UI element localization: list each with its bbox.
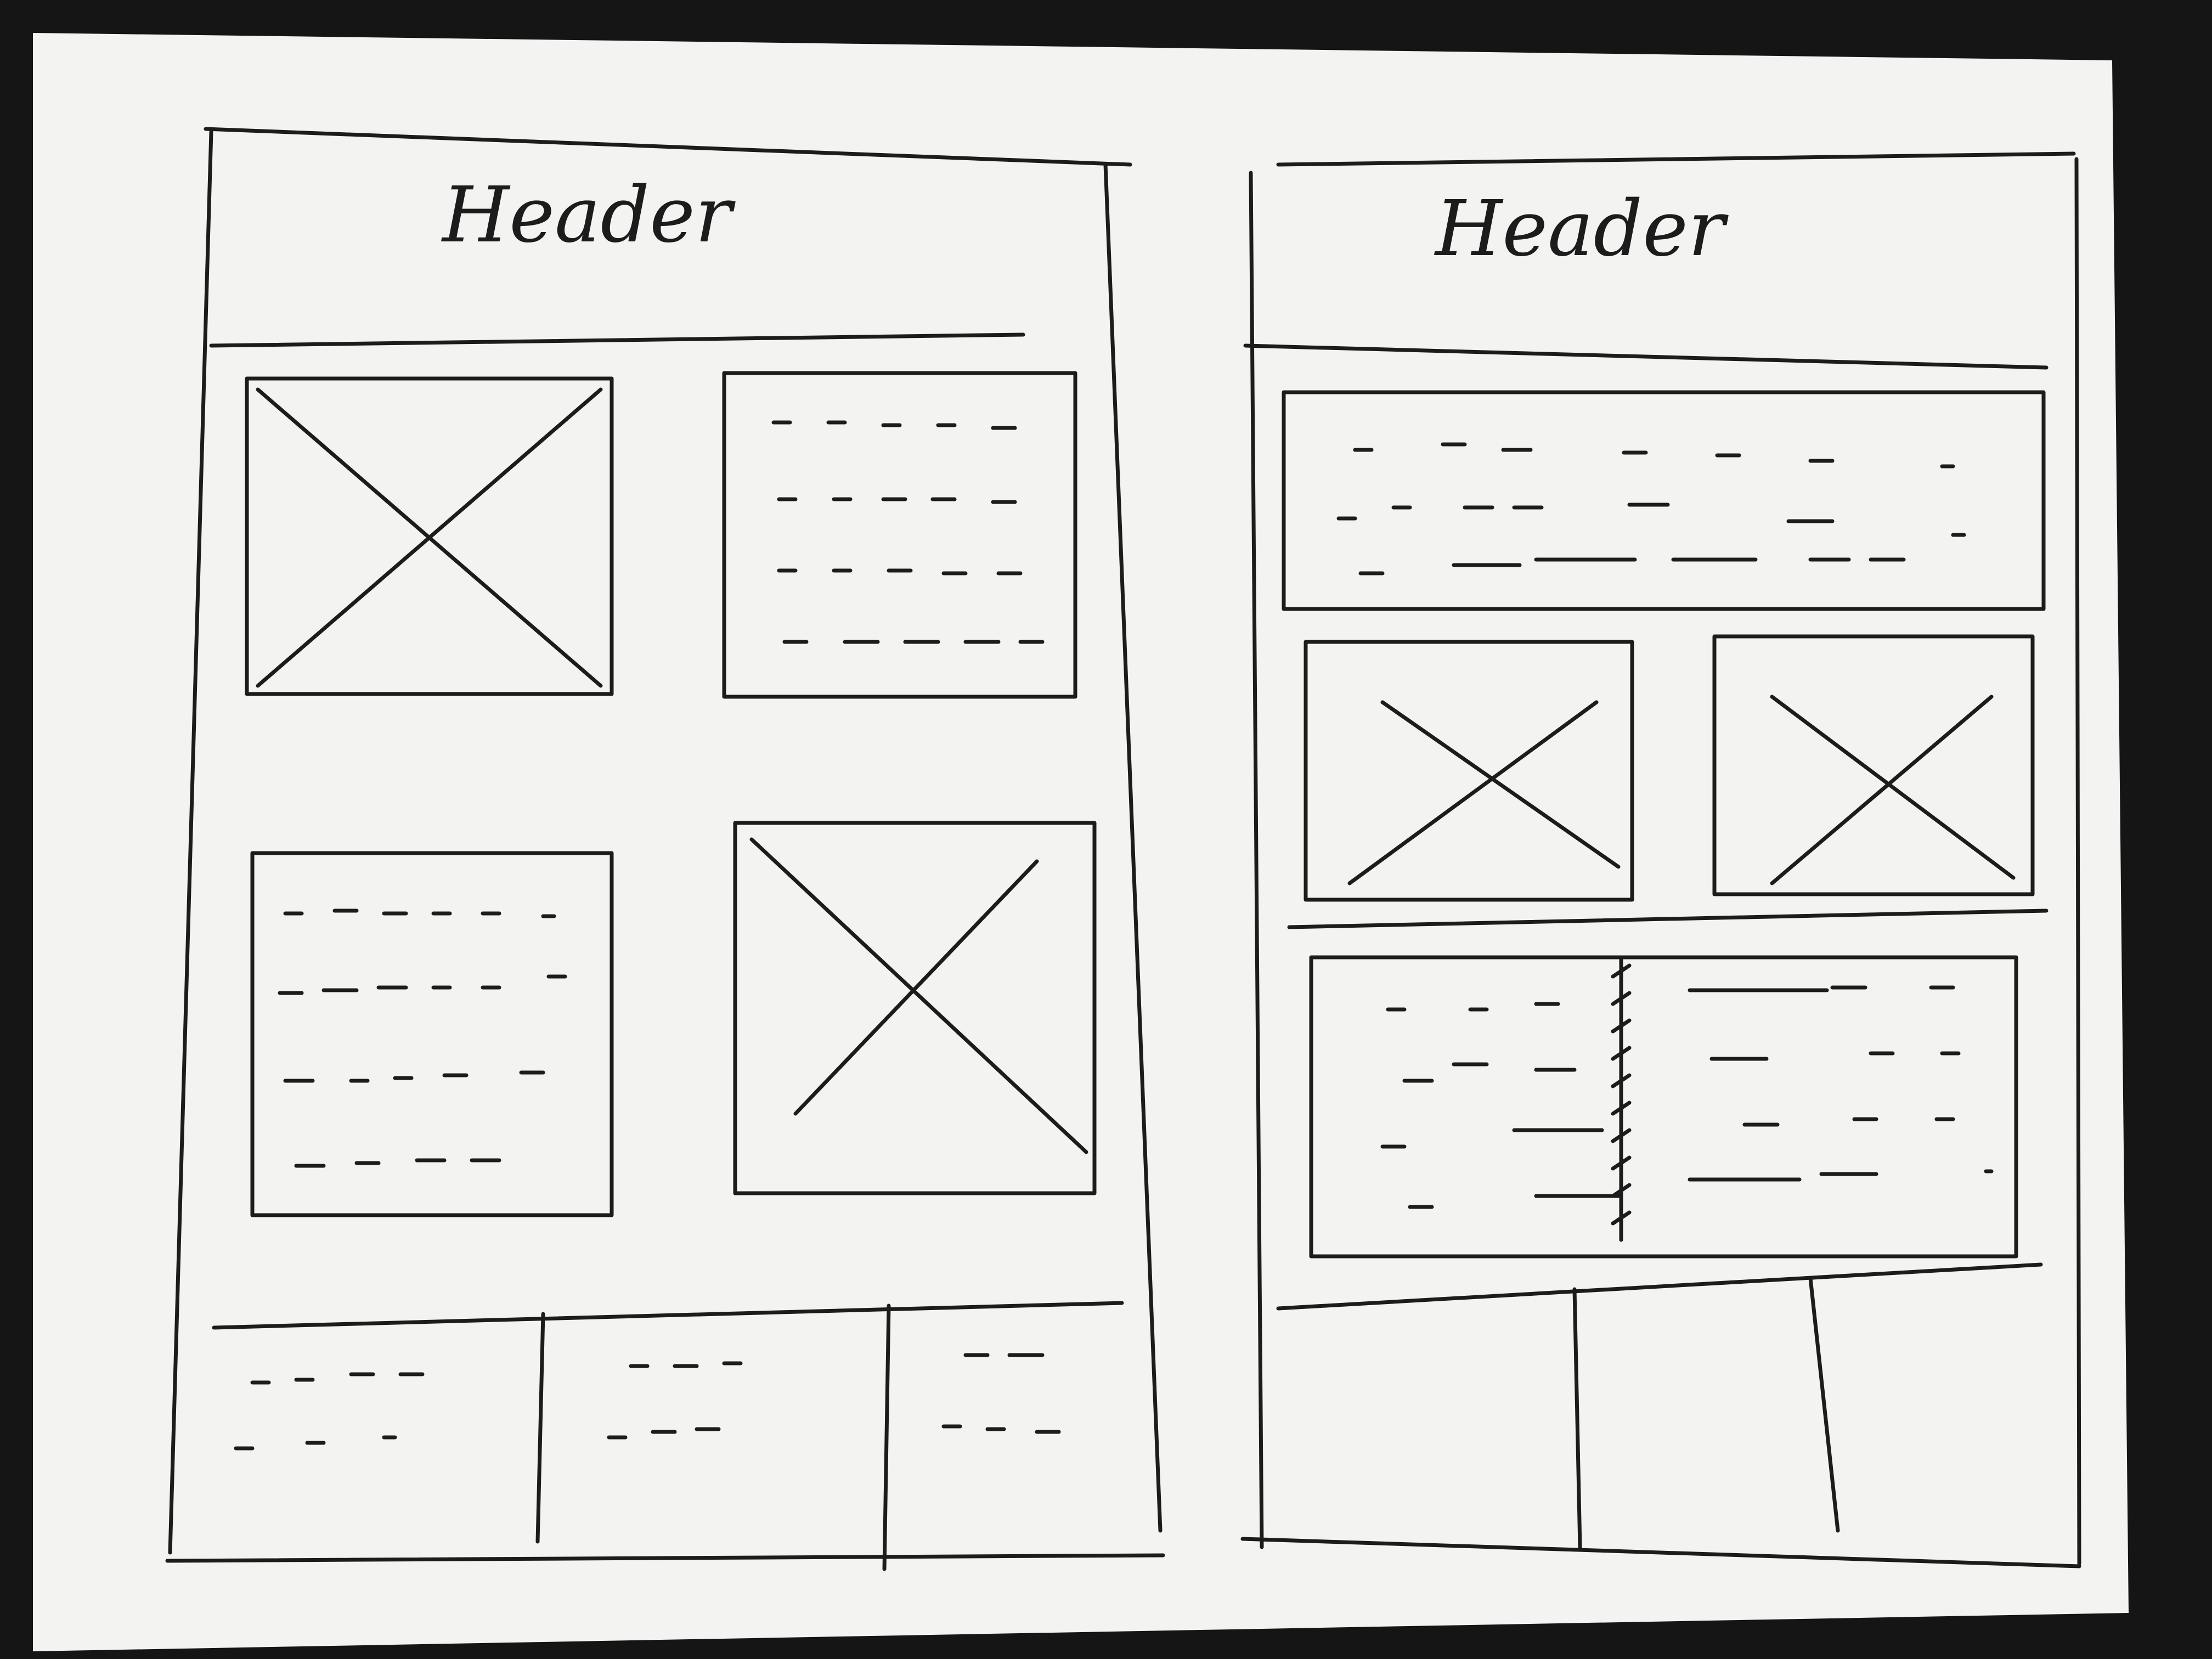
left-header-divider [209, 332, 1025, 348]
right-footer-column-divider-2 [1808, 1276, 1840, 1533]
right-image-placeholder-2 [1712, 634, 2035, 896]
left-text-block-2 [250, 851, 614, 1217]
right-frame-outline [1240, 151, 2081, 1568]
left-text-block-1 [722, 371, 1077, 699]
left-image-placeholder-1 [245, 376, 614, 696]
right-header-divider [1243, 343, 2049, 370]
left-image-placeholder-2 [733, 821, 1097, 1195]
right-footer-column-divider-1 [1572, 1287, 1582, 1549]
left-footer-column-divider-1 [535, 1312, 545, 1544]
right-two-column-text-block [1309, 955, 2018, 1259]
left-header-label: Header [441, 171, 736, 260]
left-footer-column-divider-2 [882, 1304, 891, 1571]
right-wireframe: Header [1240, 151, 2081, 1568]
right-wide-text-block [1282, 390, 2046, 611]
left-footer-text-lines [234, 1353, 1061, 1451]
left-wireframe: Header [165, 127, 1165, 1571]
right-footer-divider [1276, 1262, 2043, 1311]
left-footer-divider [212, 1301, 1124, 1330]
right-header-label: Header [1434, 184, 1729, 274]
hatched-column-divider [1611, 955, 1632, 1242]
paper-sheet [33, 33, 2129, 1651]
left-frame-outline [165, 127, 1165, 1563]
right-image-placeholder-1 [1304, 640, 1634, 902]
right-row-divider [1287, 909, 2049, 929]
